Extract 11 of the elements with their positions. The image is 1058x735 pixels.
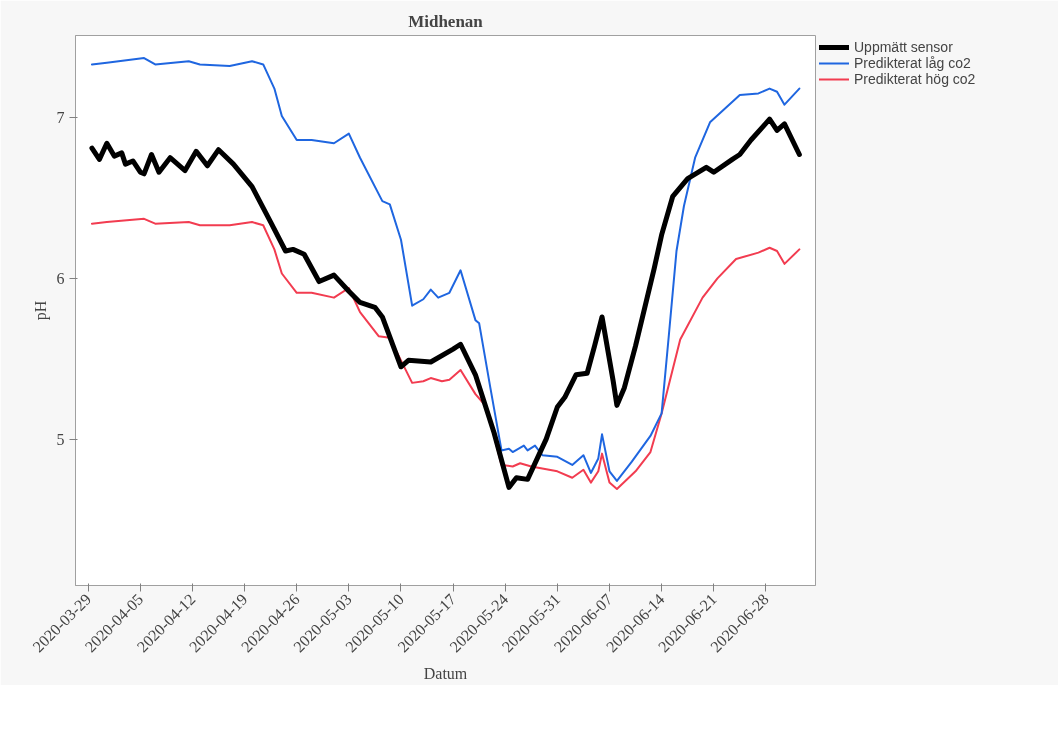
legend-label: Predikterat låg co2: [854, 55, 971, 71]
chart-title: Midhenan: [408, 11, 484, 31]
y-axis-title: pH: [31, 300, 50, 321]
line-series: [90, 217, 801, 491]
legend-label: Uppmätt sensor: [854, 39, 953, 55]
legend-label: Predikterat hög co2: [854, 71, 976, 87]
y-tick-label: 5: [56, 430, 65, 448]
line-series: [90, 57, 801, 482]
x-axis-title: Datum: [423, 665, 468, 683]
y-tick-label: 7: [56, 109, 65, 127]
y-tick-label: 6: [56, 269, 65, 287]
